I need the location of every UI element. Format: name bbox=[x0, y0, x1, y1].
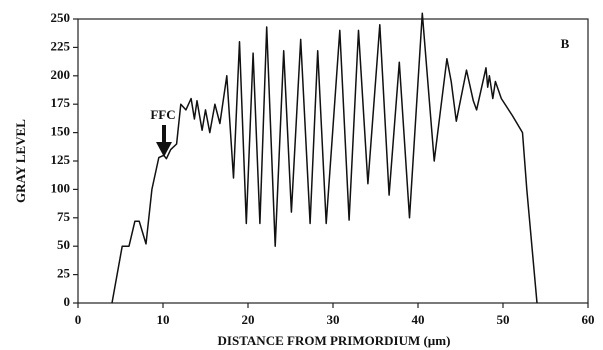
plot-frame bbox=[77, 18, 589, 304]
data-line bbox=[111, 12, 538, 304]
y-tick-label: 0 bbox=[64, 294, 71, 309]
y-tick-label: 150 bbox=[51, 124, 71, 139]
y-tick-label: 25 bbox=[57, 266, 71, 281]
y-axis-label: GRAY LEVEL bbox=[13, 119, 28, 203]
y-tick-label: 75 bbox=[57, 209, 71, 224]
y-tick-label: 200 bbox=[51, 67, 71, 82]
y-tick-label: 250 bbox=[51, 10, 71, 25]
x-tick-label: 50 bbox=[497, 312, 510, 327]
x-tick-label: 60 bbox=[582, 312, 595, 327]
y-tick-label: 125 bbox=[51, 152, 71, 167]
y-tick-label: 225 bbox=[51, 38, 71, 53]
y-tick-label: 175 bbox=[51, 95, 71, 110]
annotation-ffc: FFC bbox=[150, 107, 175, 122]
x-tick-label: 10 bbox=[157, 312, 170, 327]
y-tick-label: 50 bbox=[57, 237, 70, 252]
x-tick-label: 40 bbox=[412, 312, 425, 327]
x-tick-label: 20 bbox=[242, 312, 255, 327]
annotation-arrowhead bbox=[156, 142, 172, 157]
x-axis-label: DISTANCE FROM PRIMORDIUM (µm) bbox=[218, 333, 451, 348]
x-tick-label: 30 bbox=[327, 312, 340, 327]
y-tick-label: 100 bbox=[51, 180, 71, 195]
x-tick-label: 0 bbox=[75, 312, 82, 327]
panel-letter: B bbox=[561, 36, 570, 51]
